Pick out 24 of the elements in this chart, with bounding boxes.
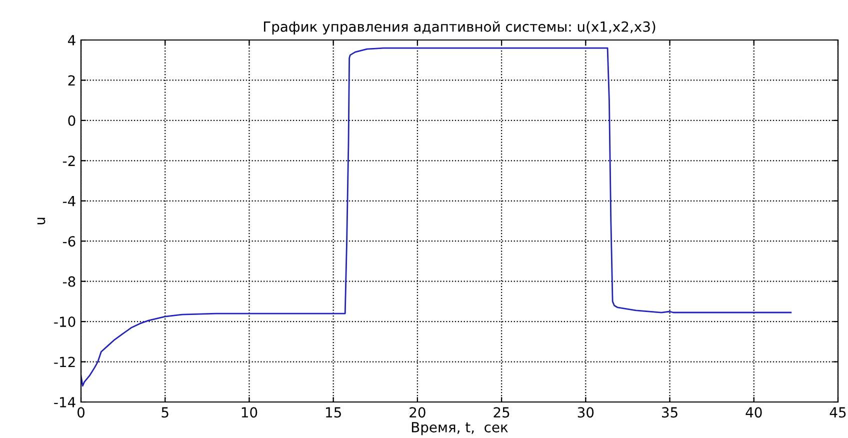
x-tick-label: 15 (326, 407, 341, 418)
x-tick-label: 40 (746, 407, 762, 418)
x-tick-label: 10 (242, 407, 258, 418)
y-tick-label: -4 (62, 196, 76, 206)
y-tick-label: -10 (54, 316, 76, 328)
y-tick-label: 0 (68, 115, 76, 126)
x-tick-label: 30 (578, 407, 594, 418)
line-series (81, 47, 792, 387)
x-tick-label: 0 (77, 407, 84, 418)
x-tick-label: 35 (662, 407, 678, 418)
y-tick-label: -6 (62, 236, 76, 247)
y-tick-label: -12 (54, 356, 75, 368)
x-tick-label: 25 (494, 407, 510, 418)
x-tick-label: 45 (830, 407, 846, 418)
y-tick-label: 4 (68, 35, 76, 46)
y-tick-label: -14 (54, 397, 76, 408)
y-tick-label: 2 (68, 75, 75, 86)
x-tick-label: 20 (410, 407, 426, 418)
y-tick-label: -8 (62, 276, 76, 287)
y-axis-title: u (37, 218, 46, 224)
x-axis-title: Время, t, сек (412, 422, 508, 436)
y-tick-label: -2 (62, 156, 75, 166)
chart-title: График управления адаптивной системы: u(x1,x2,x3) (264, 21, 656, 35)
x-tick-label: 5 (162, 407, 168, 418)
